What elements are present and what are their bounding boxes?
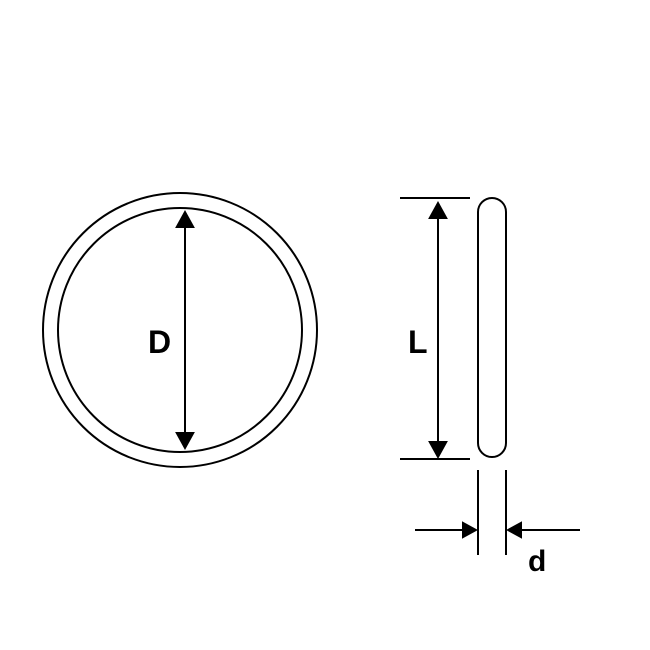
l-arrowhead-bottom <box>428 441 448 459</box>
d-arrowhead-bottom <box>175 432 195 450</box>
ring-front-view <box>43 193 317 467</box>
l-arrowhead-top <box>428 201 448 219</box>
dimension-l-label: L <box>408 324 428 361</box>
dimension-small-d-arrow <box>415 470 580 555</box>
ring-side-view <box>478 198 506 457</box>
small-d-right-arrowhead <box>506 521 522 539</box>
dimension-small-d-label: d <box>528 545 546 579</box>
dimension-d-label: D <box>148 324 171 361</box>
d-arrowhead-top <box>175 210 195 228</box>
outer-circle <box>43 193 317 467</box>
inner-circle <box>58 208 302 452</box>
side-capsule <box>478 198 506 457</box>
dimension-d-arrow <box>175 210 195 450</box>
small-d-left-arrowhead <box>462 521 478 539</box>
technical-drawing-svg <box>0 0 650 650</box>
diagram-container: D L d <box>0 0 650 650</box>
